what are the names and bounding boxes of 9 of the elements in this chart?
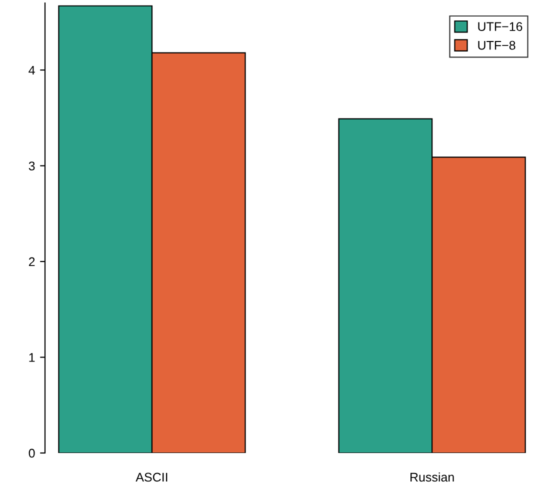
legend-label: UTF−8 <box>478 40 516 50</box>
legend-label: UTF−16 <box>478 22 522 31</box>
y-tick-label: 3 <box>28 162 35 170</box>
y-tick-label: 4 <box>28 66 35 75</box>
y-tick-label: 1 <box>29 353 35 362</box>
y-tick-label: 0 <box>28 448 35 458</box>
x-tick-label: ASCII <box>136 472 168 482</box>
y-tick-label: 2 <box>28 257 35 266</box>
x-tick-label: Russian <box>410 472 454 482</box>
